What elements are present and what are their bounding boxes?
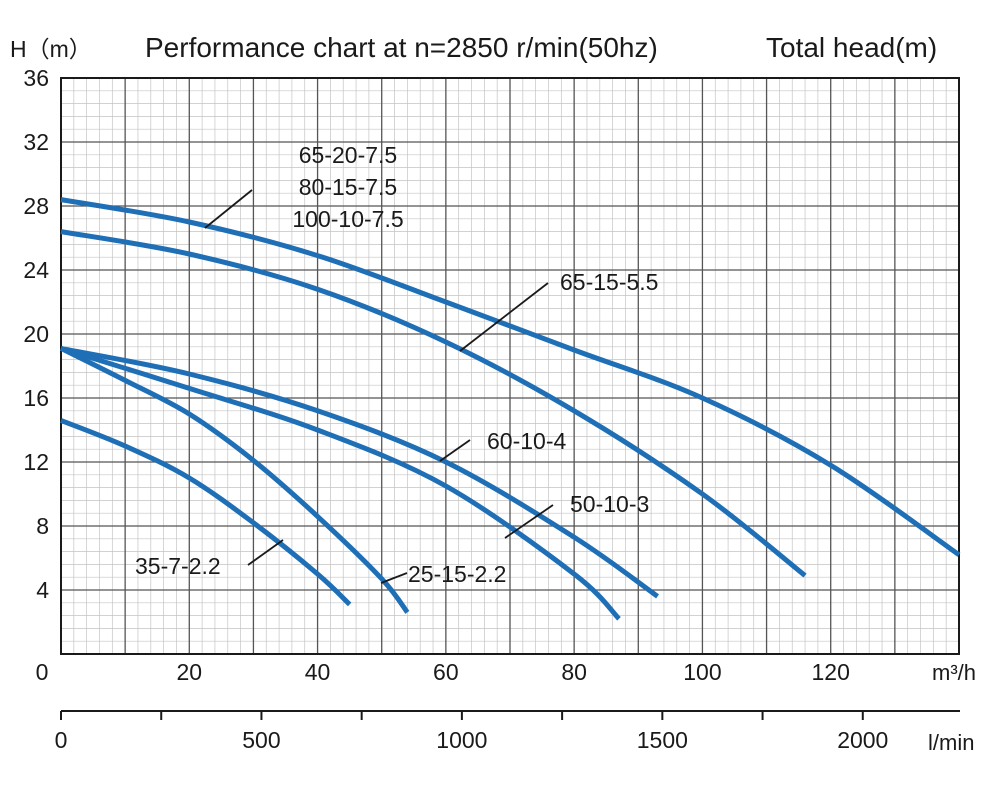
x2-tick-label: 2000	[837, 727, 888, 753]
y-axis-secondary-label: Total head(m)	[766, 32, 937, 63]
leader-line-5	[247, 539, 284, 566]
series-label-1-0: 65-15-5.5	[560, 269, 658, 295]
series-label-5-0: 35-7-2.2	[135, 553, 221, 579]
y-axis-label: H（m）	[10, 36, 92, 62]
plot-frame	[60, 77, 960, 655]
chart-title: Performance chart at n=2850 r/min(50hz)	[145, 32, 658, 63]
series-label-3-0: 50-10-3	[570, 491, 649, 517]
series-line-3	[60, 346, 621, 621]
x2-axis-unit-label: l/min	[928, 730, 974, 755]
y-tick-label: 32	[23, 129, 49, 155]
series-line-2	[60, 345, 659, 599]
series-line-5	[60, 418, 352, 607]
series-line-1	[60, 229, 807, 578]
x-tick-label: 20	[176, 659, 202, 685]
leader-line-1	[459, 282, 549, 352]
x-tick-label: 60	[433, 659, 459, 685]
y-tick-label: 28	[23, 193, 49, 219]
series-labels: 65-20-7.5 80-15-7.5 100-10-7.5 65-15-5.5 60-…	[135, 142, 658, 587]
x2-tick-label: 1500	[637, 727, 688, 753]
x-tick-label: 80	[561, 659, 587, 685]
leader-line-2	[439, 439, 471, 462]
y-tick-label: 24	[23, 257, 49, 283]
label-leader-lines	[204, 189, 554, 584]
x-axis-unit-label: m³/h	[932, 660, 976, 685]
x2-tick-label: 0	[55, 727, 68, 753]
y-tick-label: 4	[36, 577, 49, 603]
leader-line-3	[504, 504, 554, 539]
leader-line-4	[380, 572, 408, 584]
x-axis-tick-labels: 0 20 40 60 80 100 120	[36, 659, 850, 685]
x2-tick-label: 1000	[436, 727, 487, 753]
y-tick-label: 12	[23, 449, 49, 475]
y-tick-label: 20	[23, 321, 49, 347]
series-label-4-0: 25-15-2.2	[408, 561, 506, 587]
series-line-4	[59, 346, 410, 614]
x-tick-label: 40	[305, 659, 331, 685]
y-tick-label: 36	[23, 65, 49, 91]
y-tick-label: 16	[23, 385, 49, 411]
y-axis-tick-labels: 4 8 12 16 20 24 28 32 36	[23, 65, 49, 603]
x-tick-label: 100	[683, 659, 721, 685]
secondary-x-axis: 0 500 1000 1500 2000	[55, 710, 960, 753]
series-label-0-1: 80-15-7.5	[299, 174, 397, 200]
x-tick-label: 0	[36, 659, 49, 685]
series-label-0-0: 65-20-7.5	[299, 142, 397, 168]
x2-tick-label: 500	[242, 727, 280, 753]
x-tick-label: 120	[812, 659, 850, 685]
series-label-0-2: 100-10-7.5	[292, 206, 403, 232]
leader-line-0	[204, 189, 253, 229]
y-tick-label: 8	[36, 513, 49, 539]
series-label-2-0: 60-10-4	[487, 428, 566, 454]
